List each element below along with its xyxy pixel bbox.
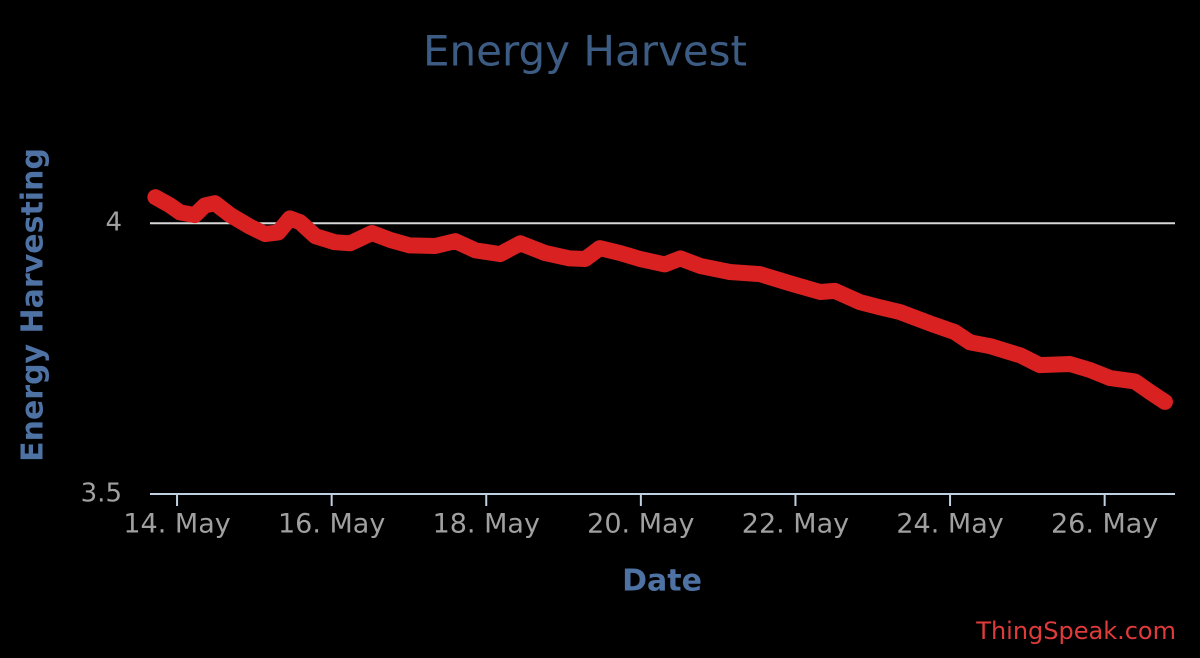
credit: ThingSpeak.com [975,617,1176,645]
x-tick-label: 20. May [587,509,694,540]
y-axis-title: Energy Harvesting [16,148,51,462]
x-tick-label: 14. May [123,509,230,540]
data-line [147,189,1173,410]
x-tick-label: 24. May [896,509,1003,540]
x-tick-label: 26. May [1051,509,1158,540]
x-axis-title: Date [622,564,702,599]
x-tick-label: 16. May [278,509,385,540]
x-tick-label: 22. May [742,509,849,540]
x-tick-label: 18. May [433,509,540,540]
chart-title: Energy Harvest [423,27,747,76]
y-tick-label: 3.5 [81,479,122,509]
y-tick-label: 4 [105,208,122,238]
